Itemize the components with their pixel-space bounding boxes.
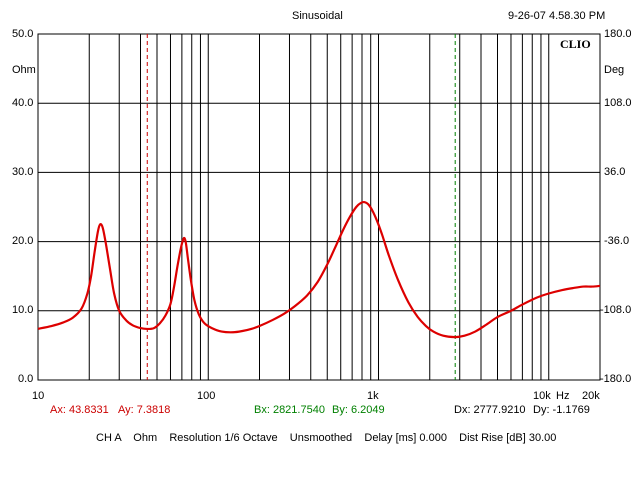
- right-tick-label: 108.0: [604, 97, 632, 109]
- right-tick-label: -180.0: [600, 373, 632, 385]
- horizontal-gridlines: [38, 102, 600, 312]
- status-bar: CH A Ohm Resolution 1/6 Octave Unsmoothe…: [96, 432, 557, 444]
- left-tick-label: 10.0: [12, 304, 34, 316]
- cursor-delta-x-readout: Dx: 2777.9210: [454, 404, 526, 416]
- right-axis-unit: Deg: [604, 64, 625, 76]
- brand-logo: CLIO: [560, 37, 591, 51]
- left-axis-unit: Ohm: [12, 64, 36, 76]
- plot-area: [37, 33, 601, 381]
- cursor-b-y-readout: By: 6.2049: [332, 404, 385, 416]
- x-axis-unit: Hz: [556, 390, 570, 402]
- left-tick-label: 30.0: [12, 166, 34, 178]
- timestamp: 9-26-07 4.58.30 PM: [508, 10, 606, 22]
- vertical-gridlines: [88, 34, 550, 380]
- left-tick-label: 40.0: [12, 97, 34, 109]
- cursor-a-y-readout: Ay: 7.3818: [118, 404, 171, 416]
- x-tick-label: 100: [197, 390, 216, 402]
- left-tick-label: 50.0: [12, 28, 34, 40]
- left-tick-label: 20.0: [12, 235, 34, 247]
- cursor-b-x-readout: Bx: 2821.7540: [254, 404, 325, 416]
- x-tick-label: 20k: [582, 390, 600, 402]
- cursor-delta-y-readout: Dy: -1.1769: [533, 404, 590, 416]
- x-tick-label: 10: [32, 390, 45, 402]
- right-tick-label: -108.0: [600, 304, 632, 316]
- x-tick-label: 1k: [367, 390, 379, 402]
- impedance-series-line: [37, 200, 601, 339]
- left-tick-label: 0.0: [18, 373, 34, 385]
- chart-title: Sinusoidal: [292, 10, 343, 22]
- x-tick-label: 10k: [533, 390, 551, 402]
- right-tick-label: 36.0: [604, 166, 626, 178]
- cursor-a-x-readout: Ax: 43.8331: [50, 404, 109, 416]
- right-tick-label: 180.0: [604, 28, 632, 40]
- right-tick-label: -36.0: [604, 235, 630, 247]
